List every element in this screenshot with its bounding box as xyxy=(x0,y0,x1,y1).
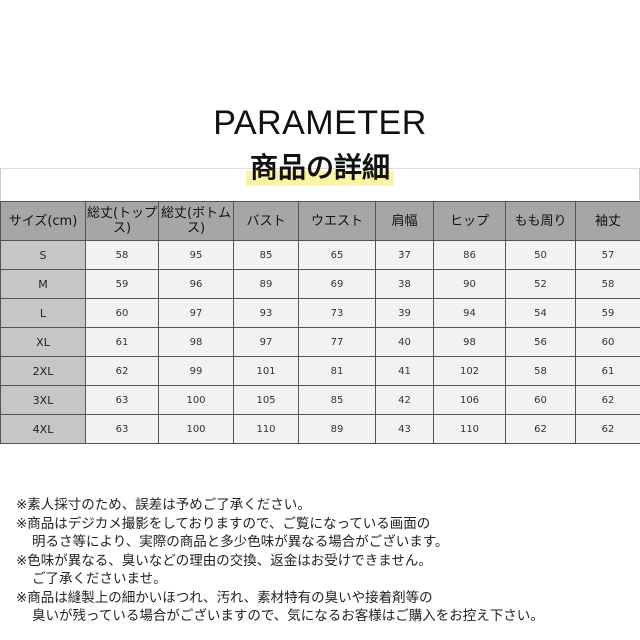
column-header: 袖丈 xyxy=(575,201,640,241)
value-cell: 63 xyxy=(85,385,159,415)
value-cell: 60 xyxy=(505,385,576,415)
value-cell: 65 xyxy=(298,240,376,270)
value-cell: 38 xyxy=(375,269,434,299)
value-cell: 105 xyxy=(233,385,299,415)
table-row: 3XL 63 100 105 85 42 106 60 62 xyxy=(0,385,640,415)
column-header: ヒップ xyxy=(433,201,506,241)
value-cell: 63 xyxy=(85,414,159,444)
column-header: 肩幅 xyxy=(375,201,434,241)
value-cell: 62 xyxy=(575,414,640,444)
size-cell: S xyxy=(0,240,86,270)
size-cell: XL xyxy=(0,327,86,357)
table-header-row: サイズ(cm) 総丈(トップス) 総丈(ボトムス) バスト ウエスト 肩幅 ヒップ もも周り袖… xyxy=(0,201,640,241)
value-cell: 100 xyxy=(158,385,234,415)
value-cell: 59 xyxy=(575,298,640,328)
value-cell: 94 xyxy=(433,298,506,328)
size-cell: M xyxy=(0,269,86,299)
value-cell: 62 xyxy=(575,385,640,415)
section-subtitle: 商品の詳細 xyxy=(245,146,394,186)
value-cell: 41 xyxy=(375,356,434,386)
value-cell: 58 xyxy=(505,356,576,386)
value-cell: 81 xyxy=(298,356,376,386)
value-cell: 73 xyxy=(298,298,376,328)
value-cell: 101 xyxy=(233,356,299,386)
value-cell: 50 xyxy=(505,240,576,270)
note-line: ※色味が異なる、臭いなどの理由の交換、返金はお受けできません。 xyxy=(16,552,432,569)
value-cell: 43 xyxy=(375,414,434,444)
value-cell: 93 xyxy=(233,298,299,328)
column-header: 総丈(ボトムス) xyxy=(158,201,234,241)
note-line: ※商品はデジカメ撮影をしておりますので、ご覧になっている画面の xyxy=(16,515,431,532)
value-cell: 96 xyxy=(158,269,234,299)
note-line: ご了承くださいませ。 xyxy=(32,571,167,587)
table-row: L 60 97 93 73 39 94 54 59 xyxy=(0,298,640,328)
value-cell: 62 xyxy=(505,414,576,444)
value-cell: 58 xyxy=(575,269,640,299)
value-cell: 95 xyxy=(158,240,234,270)
table-row: 2XL 62 99 101 81 41 102 58 61 xyxy=(0,356,640,386)
table-row: S 58 95 85 65 37 86 50 57 xyxy=(0,240,640,270)
value-cell: 56 xyxy=(505,327,576,357)
value-cell: 57 xyxy=(575,240,640,270)
value-cell: 37 xyxy=(375,240,434,270)
note-line: 明るさ等により、実際の商品と多少色味が異なる場合がございます。 xyxy=(32,534,449,550)
value-cell: 85 xyxy=(233,240,299,270)
size-table: サイズ(cm) 総丈(トップス) 総丈(ボトムス) バスト ウエスト 肩幅 ヒップ もも周り袖… xyxy=(0,201,640,444)
value-cell: 99 xyxy=(158,356,234,386)
table-row: M 59 96 89 69 38 90 52 58 xyxy=(0,269,640,299)
value-cell: 69 xyxy=(298,269,376,299)
column-header: バスト xyxy=(233,201,299,241)
value-cell: 60 xyxy=(575,327,640,357)
table-row: XL 61 98 97 77 40 98 56 60 xyxy=(0,327,640,357)
page-title: PARAMETER xyxy=(213,104,427,142)
column-header: 総丈(トップス) xyxy=(85,201,159,241)
value-cell: 98 xyxy=(158,327,234,357)
value-cell: 89 xyxy=(298,414,376,444)
value-cell: 98 xyxy=(433,327,506,357)
note-line: 臭いが残っている場合がございますので、気になるお客様はご購入をお控え下さい。 xyxy=(32,608,544,624)
size-cell: 3XL xyxy=(0,385,86,415)
value-cell: 85 xyxy=(298,385,376,415)
value-cell: 54 xyxy=(505,298,576,328)
value-cell: 58 xyxy=(85,240,159,270)
value-cell: 42 xyxy=(375,385,434,415)
size-cell: L xyxy=(0,298,86,328)
size-cell: 4XL xyxy=(0,414,86,444)
note-line: ※素人採寸のため、誤差は予めご了承ください。 xyxy=(16,497,311,513)
value-cell: 110 xyxy=(433,414,506,444)
table-row: 4XL 63 100 110 89 43 110 62 62 xyxy=(0,414,640,444)
value-cell: 60 xyxy=(85,298,159,328)
column-header: もも周り xyxy=(505,201,576,241)
value-cell: 100 xyxy=(158,414,234,444)
value-cell: 89 xyxy=(233,269,299,299)
column-header: サイズ(cm) xyxy=(0,201,86,241)
value-cell: 90 xyxy=(433,269,506,299)
value-cell: 86 xyxy=(433,240,506,270)
value-cell: 61 xyxy=(575,356,640,386)
value-cell: 102 xyxy=(433,356,506,386)
note-line: ※商品は縫製上の細かいほつれ、汚れ、素材特有の臭いや接着剤等の xyxy=(16,589,433,606)
value-cell: 97 xyxy=(158,298,234,328)
value-cell: 106 xyxy=(433,385,506,415)
value-cell: 62 xyxy=(85,356,159,386)
value-cell: 39 xyxy=(375,298,434,328)
value-cell: 97 xyxy=(233,327,299,357)
value-cell: 61 xyxy=(85,327,159,357)
notes: ※素人採寸のため、誤差は予めご了承ください。 ※商品はデジカメ撮影をしております… xyxy=(16,496,544,626)
value-cell: 59 xyxy=(85,269,159,299)
size-cell: 2XL xyxy=(0,356,86,386)
column-header: ウエスト xyxy=(298,201,376,241)
value-cell: 52 xyxy=(505,269,576,299)
value-cell: 110 xyxy=(233,414,299,444)
value-cell: 40 xyxy=(375,327,434,357)
value-cell: 77 xyxy=(298,327,376,357)
